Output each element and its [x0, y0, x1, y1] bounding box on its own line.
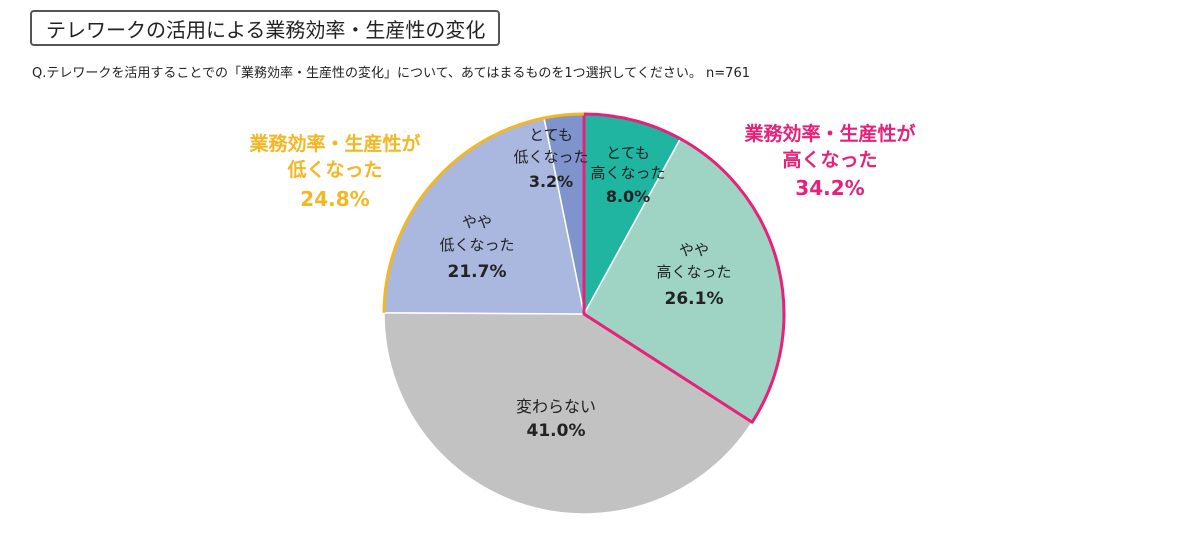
group-label-higher-line1: 業務効率・生産性が [743, 122, 915, 145]
slice-label-somewhat-lower-line2: 低くなった [439, 236, 514, 254]
chart-title: テレワークの活用による業務効率・生産性の変化 [30, 10, 500, 46]
slice-label-somewhat-higher-line2: 高くなった [656, 263, 731, 281]
group-value-lower: 24.8% [300, 187, 369, 211]
slice-label-somewhat-lower-line1: やや [462, 213, 492, 231]
slice-label-no-change: 変わらない [516, 397, 596, 416]
question-text: Q.テレワークを活用することでの「業務効率・生産性の変化」について、あてはまるも… [32, 66, 750, 81]
slice-labels: とても 高くなった 8.0% やや 高くなった 26.1% 変わらない 41.0… [248, 122, 915, 441]
group-label-lower-line2: 低くなった [286, 158, 382, 181]
group-value-higher: 34.2% [795, 176, 864, 200]
slice-label-very-higher-line1: とても [606, 144, 650, 162]
group-outline-lower [382, 112, 584, 313]
slice-label-very-lower-line1: とても [529, 126, 573, 144]
slice-value-very-lower: 3.2% [529, 172, 573, 191]
slice-label-somewhat-higher-line1: やや [679, 241, 709, 259]
group-label-lower-line1: 業務効率・生産性が [248, 132, 420, 155]
slice-value-somewhat-lower: 21.7% [448, 262, 507, 282]
slice-label-very-higher-line2: 高くなった [590, 164, 665, 182]
group-label-higher-line2: 高くなった [782, 148, 877, 171]
slice-value-no-change: 41.0% [527, 421, 586, 441]
group-outlines [382, 112, 786, 424]
slice-value-somewhat-higher: 26.1% [665, 289, 724, 309]
group-outline-higher [582, 112, 786, 424]
slice-value-very-higher: 8.0% [606, 187, 650, 206]
slice-label-very-lower-line2: 低くなった [513, 148, 588, 166]
chart-title-text: テレワークの活用による業務効率・生産性の変化 [46, 17, 486, 42]
